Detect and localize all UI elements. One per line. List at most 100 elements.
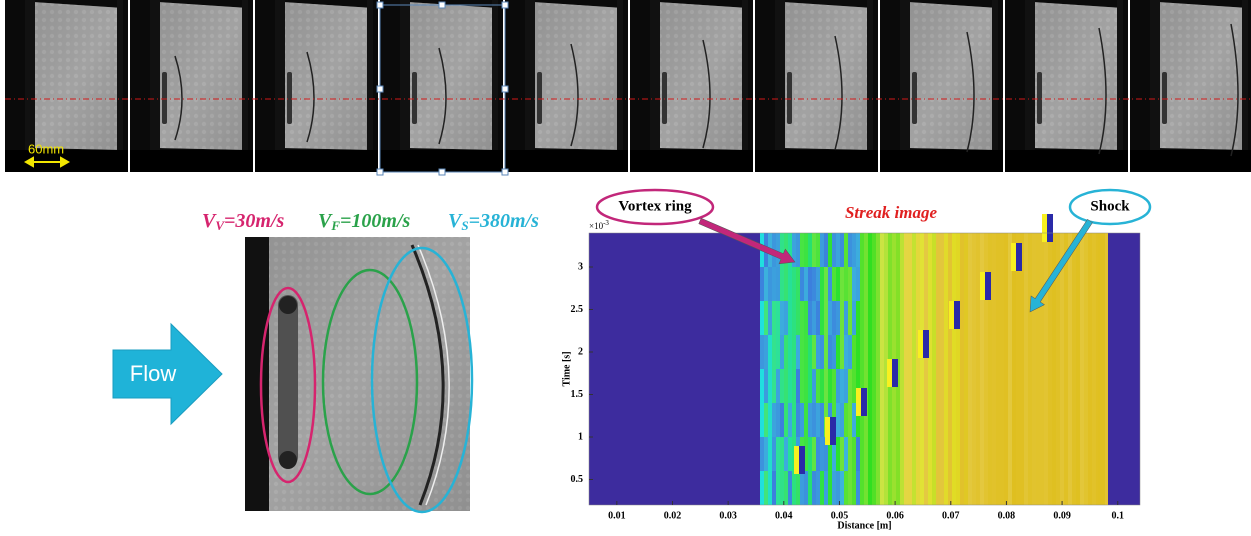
streak-column [868, 233, 872, 505]
streak-cell [776, 233, 780, 267]
frame-base [755, 150, 878, 172]
streak-column [1012, 233, 1016, 505]
y-multiplier-base: ×10 [589, 221, 604, 231]
vortex [537, 72, 542, 124]
x-tick-label: 0.01 [608, 510, 626, 521]
y-tick-label: 2 [578, 346, 583, 357]
annotation-bubble [595, 188, 715, 226]
streak-cell [812, 369, 816, 403]
streak-cell [832, 301, 836, 335]
y-tick-label: 0.5 [571, 474, 584, 485]
streak-column [992, 233, 996, 505]
shock-trace [861, 388, 867, 416]
streak-cell [768, 267, 772, 301]
streak-cell [852, 403, 856, 437]
streak-column [1068, 233, 1072, 505]
streak-cell [856, 233, 860, 267]
streak-column [872, 233, 876, 505]
streak-column [876, 233, 880, 505]
streak-column [1064, 233, 1068, 505]
streak-cell [836, 301, 840, 335]
streak-cell [836, 369, 840, 403]
streak-column [904, 233, 908, 505]
y-tick-label: 2.5 [571, 304, 584, 315]
y-axis-label: Time [s] [561, 351, 572, 386]
shock-trace [887, 359, 892, 387]
streak-column [972, 233, 976, 505]
streak-column [1008, 233, 1012, 505]
annotation-label: Vortex ring [618, 198, 692, 214]
streak-cell [840, 471, 844, 505]
streak-cell [820, 437, 824, 471]
scale-label: 60mm [28, 141, 64, 156]
scale-arrow [23, 156, 71, 168]
streak-column [968, 233, 972, 505]
frame-panel [783, 2, 873, 150]
close-up-photo [245, 237, 470, 511]
streak-cell [768, 301, 772, 335]
streak-column [1000, 233, 1004, 505]
streak-cell [772, 437, 776, 471]
velocity-region [321, 268, 419, 496]
streak-cell [796, 403, 800, 437]
streak-cell [796, 335, 800, 369]
streak-cell [772, 403, 776, 437]
streak-column [1052, 233, 1056, 505]
streak-cell [828, 267, 832, 301]
streak-cell [816, 437, 820, 471]
streak-column [908, 233, 912, 505]
streak-cell [784, 437, 788, 471]
streak-cell [808, 267, 812, 301]
streak-cell [764, 267, 768, 301]
frame-panel [158, 2, 248, 150]
vortex [287, 72, 292, 124]
streak-cell [764, 437, 768, 471]
velocity-label: VV=30m/s [202, 210, 285, 233]
frame-bar [275, 0, 285, 150]
streak-cell [816, 471, 820, 505]
frame-panel [1033, 2, 1123, 150]
streak-cell [776, 369, 780, 403]
streak-column [936, 233, 940, 505]
streak-column [1060, 233, 1064, 505]
streak-column [988, 233, 992, 505]
streak-column [1024, 233, 1028, 505]
frame-bar [242, 0, 248, 150]
vortex [162, 72, 167, 124]
vortex [912, 72, 917, 124]
streak-cell [772, 267, 776, 301]
frame-bar [367, 0, 373, 150]
streak-cell [764, 335, 768, 369]
velocity-subscript: F [330, 218, 340, 233]
streak-cell [796, 233, 800, 267]
streak-column [1072, 233, 1076, 505]
frame-base [630, 150, 753, 172]
shock-trace [799, 446, 805, 474]
frame-bar [650, 0, 660, 150]
streak-column [964, 233, 968, 505]
streak-column [860, 233, 864, 505]
shock-trace [985, 272, 991, 300]
streak-cell [800, 267, 804, 301]
streak-cell [792, 233, 796, 267]
frame-panel [408, 2, 498, 150]
streak-cell [828, 335, 832, 369]
velocity-labels: VV=30m/s VF=100m/s VS=380m/s [202, 210, 539, 514]
streak-column [788, 233, 792, 505]
velocity-symbol: V [448, 210, 463, 232]
streak-cell [816, 403, 820, 437]
streak-cell [764, 369, 768, 403]
streak-cell [856, 267, 860, 301]
streak-cell [852, 301, 856, 335]
streak-column [864, 233, 868, 505]
x-tick-label: 0.02 [664, 510, 682, 521]
streak-cell [828, 301, 832, 335]
streak-column [1040, 233, 1044, 505]
streak-column [1104, 233, 1108, 505]
x-axis-label: Distance [m] [837, 520, 891, 531]
streak-cell [836, 233, 840, 267]
frame-bar [117, 0, 123, 150]
x-tick-label: 0.08 [998, 510, 1016, 521]
streak-cell [848, 335, 852, 369]
y-multiplier-exponent: -3 [603, 219, 609, 227]
